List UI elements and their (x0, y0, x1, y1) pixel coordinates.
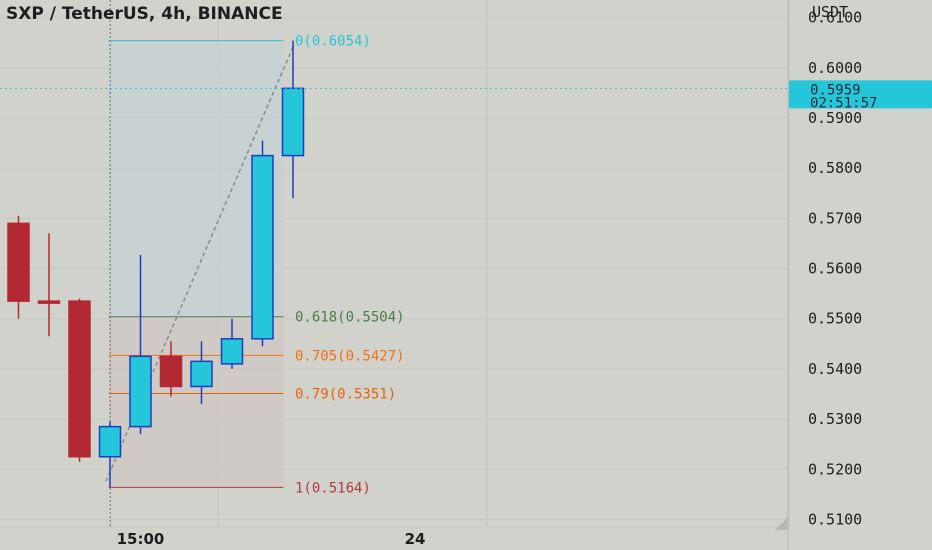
candle-down[interactable] (37, 300, 61, 304)
candle-up[interactable] (251, 154, 274, 340)
price-tick-label: 0.5700 (808, 209, 862, 227)
candle-down[interactable] (159, 355, 183, 388)
last-price-badge[interactable] (789, 80, 932, 109)
fib-level-label: 0.79(0.5351) (295, 386, 396, 402)
fib-level-label: 0(0.6054) (295, 34, 371, 50)
last-price-value: 0.5959 (810, 82, 861, 98)
price-tick-label: 0.5600 (808, 260, 862, 278)
chart-title: SXP / TetherUS, 4h, BINANCE (6, 4, 283, 24)
price-tick-label: 0.6100 (808, 9, 862, 27)
price-tick-label: 0.5100 (808, 510, 862, 528)
price-tick-label: 0.5900 (808, 109, 862, 127)
price-tick-label: 0.6000 (808, 59, 862, 77)
fib-level-label: 0.705(0.5427) (295, 348, 405, 364)
fib-level-label: 1(0.5164) (295, 480, 371, 496)
price-tick-label: 0.5300 (808, 410, 862, 428)
fib-level-label: 0.618(0.5504) (295, 310, 405, 326)
candle-up[interactable] (98, 425, 122, 458)
price-tick-label: 0.5800 (808, 159, 862, 177)
candle-up[interactable] (190, 360, 213, 388)
time-tick-label: 24 (405, 530, 426, 548)
price-tick-label: 0.5400 (808, 360, 862, 378)
currency-label: USDT (812, 3, 848, 21)
price-tick-label: 0.5200 (808, 460, 862, 478)
price-tick-label: 0.5500 (808, 310, 862, 328)
bar-countdown: 02:51:57 (810, 95, 877, 111)
resize-handle-icon[interactable] (775, 517, 788, 530)
candles[interactable] (7, 40, 305, 488)
time-tick-label: 15:00 (117, 530, 165, 548)
candle-down[interactable] (68, 300, 91, 458)
candle-up[interactable] (129, 355, 152, 428)
candle-up[interactable] (220, 338, 244, 365)
candle-up[interactable] (281, 87, 305, 157)
candle-down[interactable] (7, 222, 30, 302)
